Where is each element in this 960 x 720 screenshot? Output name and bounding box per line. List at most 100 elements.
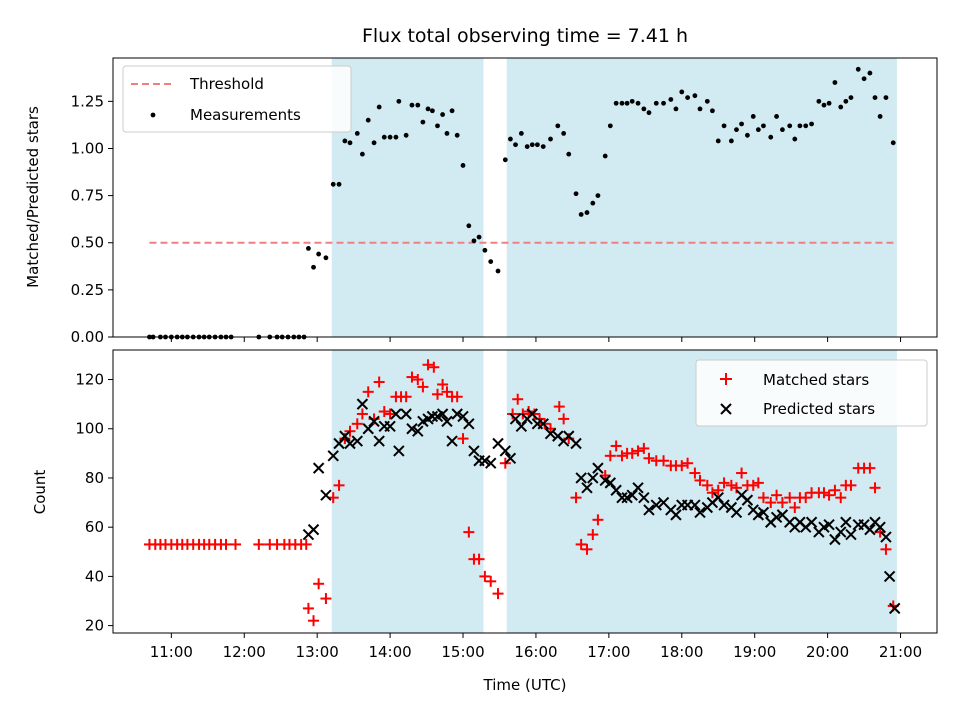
matched-stars-point	[587, 529, 599, 541]
predicted-stars-point	[537, 418, 549, 430]
matched-stars-point	[638, 442, 650, 454]
predicted-stars-point	[333, 437, 345, 450]
predicted-stars-point	[604, 477, 617, 489]
measurement-point	[661, 100, 666, 106]
x-tick-label: 20:00	[806, 643, 849, 661]
measurement-point	[867, 70, 873, 76]
matched-stars-point	[712, 484, 724, 496]
predicted-stars-point	[883, 570, 896, 583]
predicted-stars-point	[689, 499, 701, 511]
measurement-point	[629, 98, 635, 104]
measurement-point	[826, 100, 832, 106]
top-y-tick-label: 0.25	[71, 281, 104, 299]
matched-stars-point	[373, 376, 385, 388]
measurement-point	[685, 95, 691, 100]
top-y-ticks: 0.00 0.25 0.50 0.75 1.00 1.25	[71, 92, 113, 346]
measurement-point	[728, 138, 734, 144]
measurement-point	[488, 259, 494, 264]
matched-stars-point	[422, 359, 434, 371]
predicted-legend-label: Predicted stars	[763, 400, 875, 418]
predicted-stars-point	[581, 482, 593, 494]
predicted-stars-point	[412, 425, 424, 437]
top-y-axis-label: Matched/Predicted stars	[24, 106, 42, 288]
matched-stars-point	[658, 455, 670, 467]
predicted-stars-point	[463, 418, 475, 430]
x-tick-label: 16:00	[514, 643, 557, 661]
predicted-stars-point	[384, 420, 396, 432]
predicted-stars-point	[610, 484, 622, 496]
matched-stars-point	[752, 477, 764, 489]
measurement-point	[482, 247, 488, 253]
measurement-point	[502, 157, 508, 163]
measurement-point	[821, 102, 827, 108]
measurement-point	[780, 127, 785, 133]
matched-stars-point	[592, 514, 604, 526]
measurement-point	[555, 123, 561, 129]
matched-stars-point	[829, 484, 841, 496]
matched-stars-point	[558, 413, 570, 425]
predicted-stars-point	[504, 452, 517, 464]
matched-stars-point	[378, 406, 390, 418]
x-tick-label: 18:00	[660, 643, 703, 661]
measurement-point	[561, 131, 567, 136]
bottom-y-tick-label: 60	[85, 518, 104, 536]
predicted-stars-point	[426, 410, 439, 423]
predicted-stars-point	[592, 462, 604, 474]
x-tick-label: 21:00	[879, 643, 922, 661]
matched-stars-point	[864, 462, 876, 474]
matched-stars-point	[479, 570, 491, 582]
predicted-stars-point	[362, 423, 374, 435]
matched-stars-point	[512, 393, 524, 405]
matched-stars-point	[765, 497, 777, 509]
top-y-tick-label: 0.50	[71, 234, 104, 252]
measurement-point	[787, 123, 793, 129]
measurement-point	[646, 110, 652, 116]
predicted-stars-point	[479, 455, 491, 467]
predicted-stars-point	[845, 528, 857, 541]
measurement-point	[513, 142, 518, 148]
matched-stars-point	[230, 538, 242, 550]
x-tick-label: 11:00	[150, 643, 193, 661]
predicted-stars-point	[864, 523, 876, 536]
measurement-point	[454, 132, 460, 138]
chart-title: Flux total observing time = 7.41 h	[362, 25, 688, 47]
matched-stars-point	[302, 602, 314, 614]
predicted-stars-point	[436, 408, 449, 420]
bottom-shaded-region-0	[331, 350, 484, 633]
matched-stars-point	[220, 538, 232, 550]
matched-stars-point	[300, 538, 312, 550]
measurement-point	[697, 106, 703, 112]
matched-stars-point	[313, 578, 325, 590]
measurement-point	[508, 136, 513, 142]
predicted-stars-point	[840, 516, 852, 528]
predicted-stars-point	[626, 489, 638, 501]
measurement-point	[635, 100, 641, 106]
measurement-point	[347, 140, 353, 146]
predicted-stars-point	[312, 462, 325, 474]
measurement-point	[584, 210, 590, 215]
predicted-stars-point	[320, 489, 332, 501]
matched-stars-point	[689, 467, 701, 479]
predicted-stars-point	[351, 435, 363, 447]
matched-stars-point	[308, 615, 320, 627]
matched-stars-point	[643, 452, 655, 464]
measurements-legend-swatch	[150, 112, 156, 118]
matched-stars-point	[747, 479, 759, 491]
measurement-point	[768, 134, 774, 140]
measurement-point	[797, 123, 803, 129]
measurement-point	[816, 98, 822, 104]
x-axis-label: Time (UTC)	[483, 676, 567, 694]
predicted-stars-point	[575, 472, 587, 484]
measurement-point	[444, 131, 450, 136]
matched-stars-point	[473, 553, 485, 565]
matched-stars-point	[463, 526, 475, 538]
predicted-stars-point	[307, 523, 320, 536]
measurement-point	[704, 98, 710, 104]
top-y-tick-label: 1.00	[71, 139, 104, 157]
measurement-point	[877, 114, 883, 119]
matched-stars-point	[701, 479, 713, 491]
measurement-point	[679, 89, 685, 95]
matched-stars-point	[344, 425, 356, 437]
measurement-point	[883, 95, 889, 100]
matched-stars-point	[451, 391, 463, 403]
